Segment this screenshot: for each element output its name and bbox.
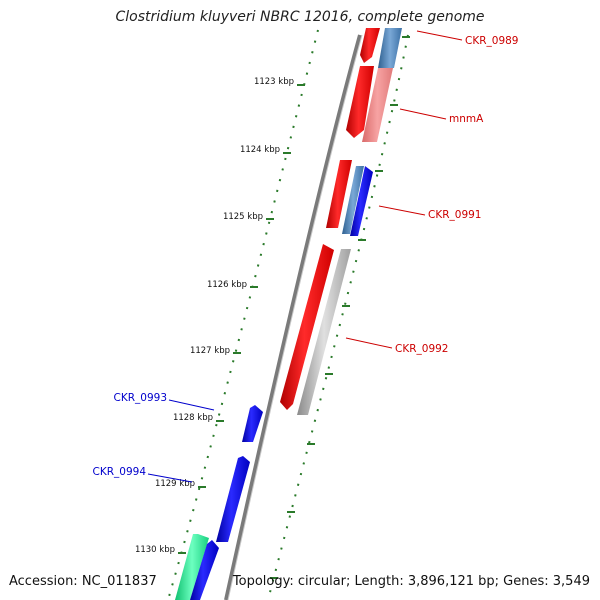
genome-backbone-highlight [227,34,363,600]
gene-lower-green[interactable] [175,534,209,600]
outer-tick-track [267,34,409,600]
label-ckr-0991[interactable]: CKR_0991 [378,205,481,221]
svg-text:CKR_0993: CKR_0993 [114,392,167,404]
genome-backbone [224,34,362,600]
gene-ckr-0992-gray[interactable] [297,249,351,415]
gene-ckr-0994-reverse[interactable] [216,456,250,542]
gene-ckr-0993-reverse[interactable] [242,405,263,442]
outer-track-dashes [270,36,410,579]
map-title: Clostridium kluyveri NBRC 12016, complet… [115,9,485,25]
kbp-tick-label: 1125 kbp [223,212,263,222]
kbp-tick-label: 1124 kbp [240,145,280,155]
label-ckr-0993[interactable]: CKR_0993 [114,392,215,411]
gene-lower-blue[interactable] [190,540,219,600]
kbp-tick-label: 1123 kbp [254,77,294,87]
gene-ckr-0991-forward[interactable] [326,160,352,228]
kbp-tick-label: 1129 kbp [155,479,195,489]
label-ckr-0994[interactable]: CKR_0994 [93,466,193,483]
kbp-tick-label: 1128 kbp [173,413,213,423]
label-ckr-0992[interactable]: CKR_0992 [345,337,448,355]
gene-mnma-forward[interactable] [346,66,374,138]
gene-ckr-0991-reverse[interactable] [350,166,373,236]
svg-text:CKR_0994: CKR_0994 [93,466,147,478]
kbp-scale: 1123 kbp 1124 kbp 1125 kbp 1126 kbp 1127… [135,77,305,555]
gene-ckr-0992-forward[interactable] [280,244,334,410]
gene-ckr-0989-reverse[interactable] [378,28,402,68]
gene-ckr-0989-forward[interactable] [360,28,380,63]
kbp-tick-label: 1130 kbp [135,545,175,555]
genome-summary-text: Topology: circular; Length: 3,896,121 bp… [232,574,590,589]
svg-text:CKR_0992: CKR_0992 [395,343,448,355]
label-ckr-0989[interactable]: CKR_0989 [416,30,518,47]
svg-text:CKR_0989: CKR_0989 [465,35,518,47]
kbp-tick-label: 1127 kbp [190,346,230,356]
svg-text:CKR_0991: CKR_0991 [428,209,481,221]
svg-text:mnmA: mnmA [449,113,484,125]
accession-text: Accession: NC_011837 [9,574,157,589]
gene-mnma-cds[interactable] [362,68,393,142]
kbp-tick-label: 1126 kbp [207,280,247,290]
label-mnma[interactable]: mnmA [399,108,484,125]
inner-tick-track [167,29,319,600]
gene-ckr-0991-steel[interactable] [342,166,364,234]
